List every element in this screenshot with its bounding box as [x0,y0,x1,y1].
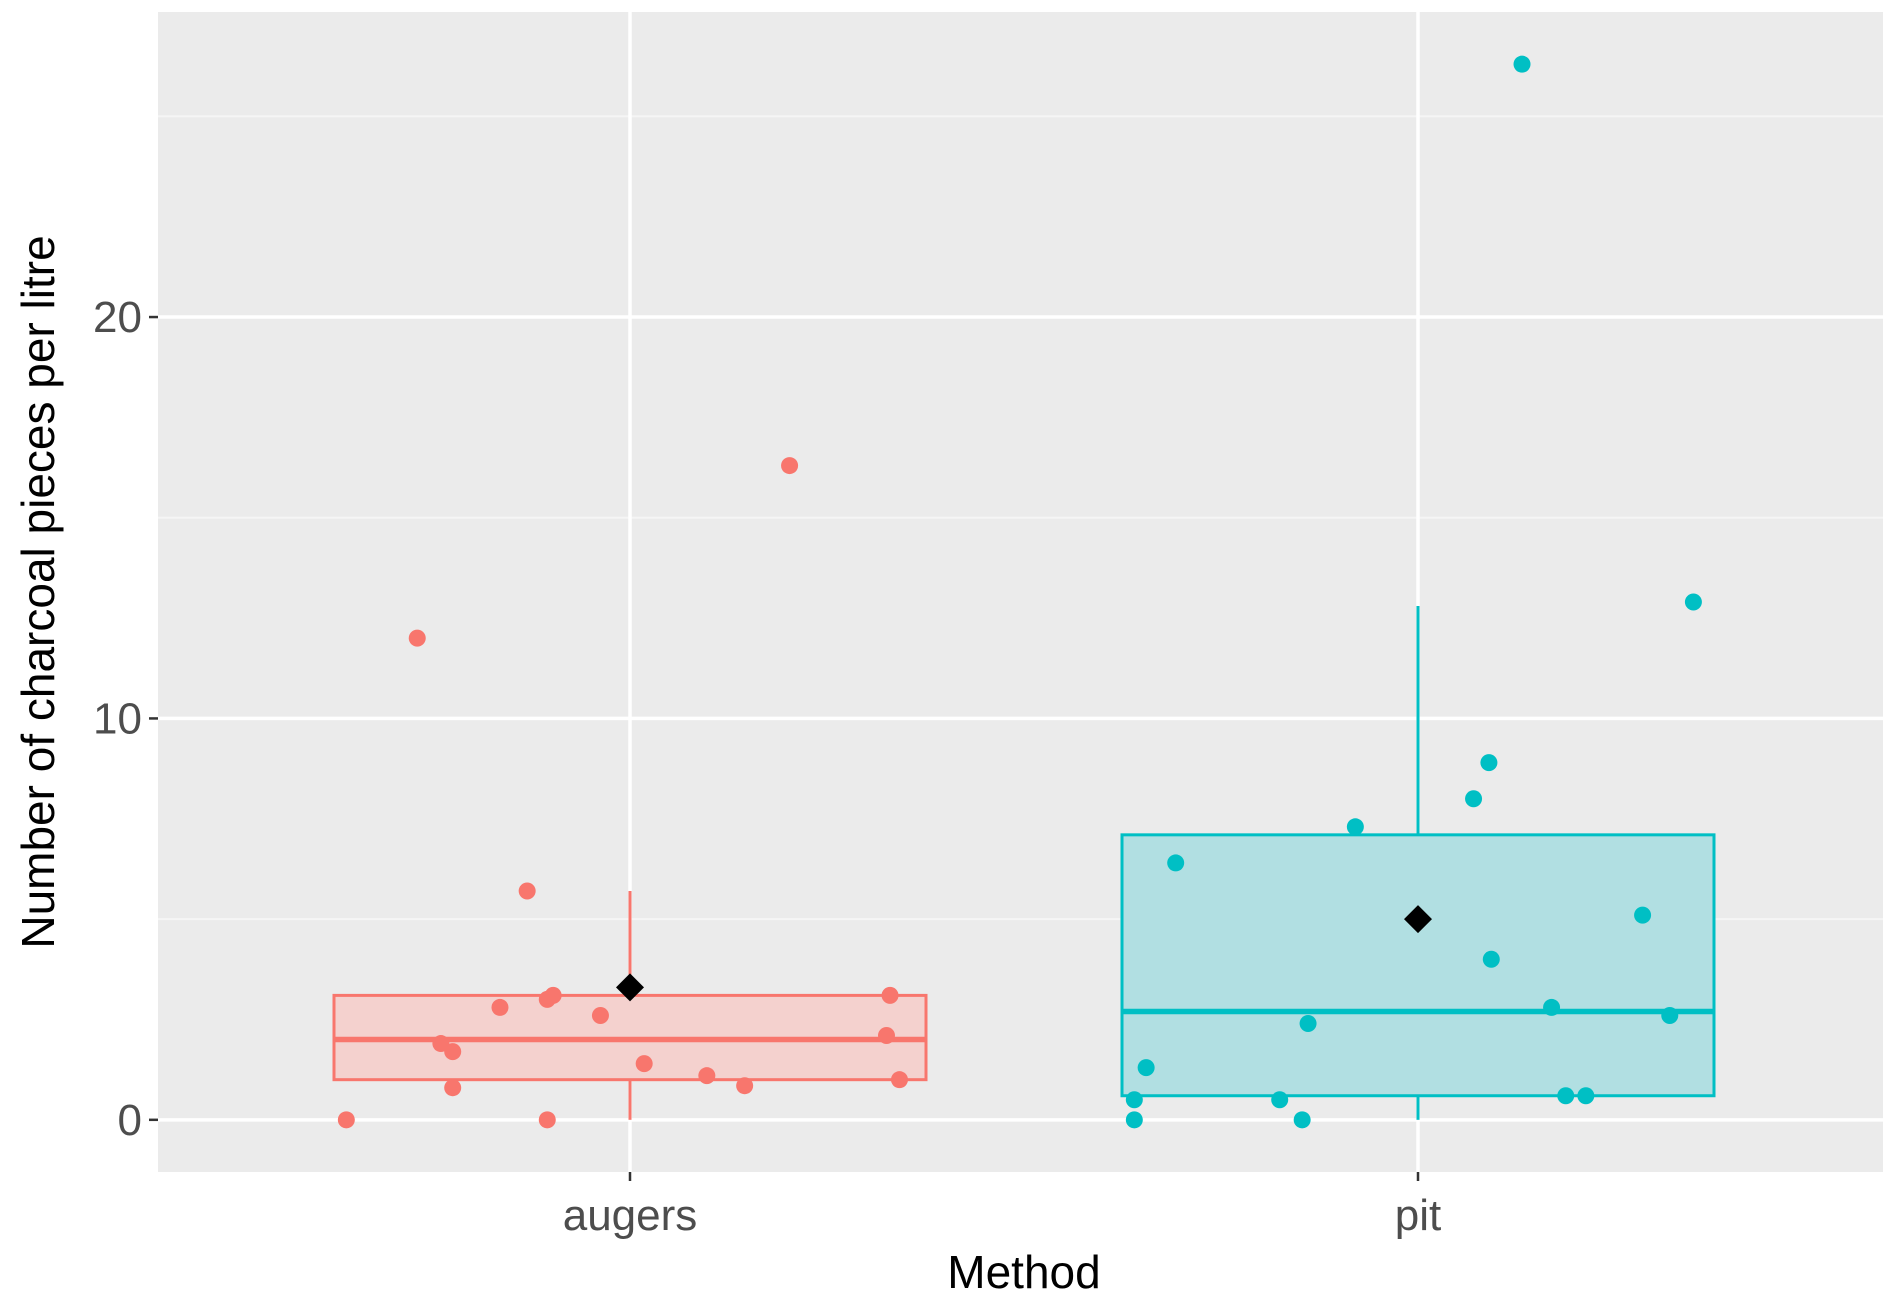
data-point-pit [1684,593,1702,611]
data-point-augers [591,1006,609,1024]
data-point-pit [1634,906,1652,924]
data-point-pit [1299,1014,1317,1032]
data-points [337,55,1702,1129]
mean-markers [616,905,1432,1002]
y-tick-label: 20 [93,293,142,342]
y-axis-title: Number of charcoal pieces per litre [12,235,64,948]
y-tick-label: 0 [118,1096,142,1145]
x-tick-label: augers [563,1191,698,1240]
data-point-pit [1480,754,1498,772]
y-tick-label: 10 [93,694,142,743]
data-point-augers [877,1027,895,1045]
data-point-pit [1125,1111,1143,1129]
data-point-augers [881,986,899,1004]
data-point-augers [538,1111,556,1129]
data-point-augers [408,629,426,647]
box-iqr-pit [1120,833,1716,1098]
data-point-augers [544,986,562,1004]
data-point-pit [1137,1059,1155,1077]
data-point-pit [1293,1111,1311,1129]
data-point-augers [698,1067,716,1085]
data-point-pit [1661,1006,1679,1024]
data-point-augers [337,1111,355,1129]
data-point-pit [1465,790,1483,808]
box-plots [332,606,1716,1120]
data-point-pit [1513,55,1531,73]
axes: 0 10 20 augers pit [93,293,1441,1240]
data-point-augers [444,1043,462,1061]
data-point-pit [1482,950,1500,968]
data-point-augers [518,882,536,900]
data-point-augers [491,998,509,1016]
x-tick-label: pit [1395,1191,1441,1240]
x-axis-title: Method [947,1246,1100,1298]
data-point-pit [1167,854,1185,872]
data-point-pit [1271,1091,1289,1109]
data-point-augers [781,457,799,475]
data-point-augers [635,1055,653,1073]
data-point-augers [736,1077,754,1095]
data-point-augers [890,1071,908,1089]
mean-marker-pit [1404,905,1432,934]
data-point-pit [1543,998,1561,1016]
data-point-pit [1577,1087,1595,1105]
data-point-pit [1557,1087,1575,1105]
data-point-pit [1125,1091,1143,1109]
mean-marker-augers [616,973,644,1002]
data-point-pit [1346,818,1364,836]
data-point-augers [444,1079,462,1097]
